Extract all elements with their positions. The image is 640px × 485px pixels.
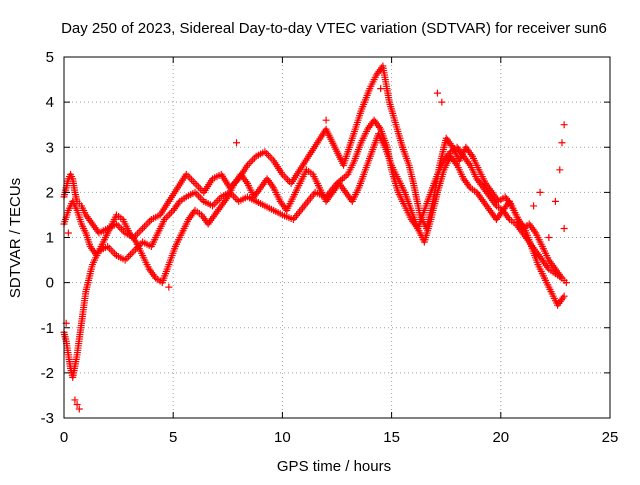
data-point <box>193 181 201 189</box>
data-point <box>144 219 152 227</box>
data-point <box>551 197 559 205</box>
chart-title: Day 250 of 2023, Sidereal Day-to-day VTE… <box>61 20 607 37</box>
data-point <box>196 194 204 202</box>
data-point <box>377 85 385 93</box>
y-tick-label: 1 <box>46 230 54 247</box>
data-point <box>73 400 81 408</box>
data-point <box>433 89 441 97</box>
data-point <box>558 274 566 282</box>
data-point <box>556 166 564 174</box>
data-point <box>263 150 271 158</box>
data-point <box>188 176 196 184</box>
y-tick-label: 5 <box>46 49 54 66</box>
data-point <box>266 153 274 161</box>
data-point <box>249 156 257 164</box>
data-point <box>140 223 148 231</box>
data-point <box>135 228 143 236</box>
data-point <box>137 226 145 234</box>
y-tick-label: -2 <box>41 365 54 382</box>
y-tick-label: -3 <box>41 410 54 427</box>
data-point <box>282 174 290 182</box>
data-point <box>210 200 218 208</box>
y-tick-label: 0 <box>46 275 54 292</box>
data-point <box>558 139 566 147</box>
data-point <box>75 405 83 413</box>
data-point <box>114 222 122 230</box>
data-point <box>64 229 72 237</box>
y-tick-label: -1 <box>41 320 54 337</box>
data-point <box>247 158 255 166</box>
data-point <box>536 188 544 196</box>
data-point <box>165 283 173 291</box>
data-point <box>71 396 79 404</box>
x-tick-label: 20 <box>492 429 509 446</box>
y-tick-label: 4 <box>46 94 54 111</box>
data-point <box>214 196 222 204</box>
x-axis-label: GPS time / hours <box>277 458 391 475</box>
y-tick-label: 2 <box>46 184 54 201</box>
data-point <box>560 224 568 232</box>
data-point <box>284 176 292 184</box>
tick-labels: 0 5 10 15 20 25 -3 -2 -1 0 1 2 3 4 5 <box>41 49 619 446</box>
data-point <box>167 208 175 216</box>
axes <box>63 56 611 419</box>
data-point <box>233 139 241 147</box>
data-point <box>233 196 241 204</box>
data-point <box>139 224 147 232</box>
data-point <box>399 143 407 151</box>
data-point <box>191 179 199 187</box>
data-point <box>438 98 446 106</box>
data-point <box>193 190 201 198</box>
x-tick-label: 10 <box>274 429 291 446</box>
data-point <box>560 292 568 300</box>
data-point <box>196 185 204 193</box>
data-point <box>562 279 570 287</box>
data-point <box>105 244 113 252</box>
x-tick-label: 0 <box>60 429 68 446</box>
x-tick-label: 15 <box>383 429 400 446</box>
data-point <box>123 254 131 262</box>
data-point <box>166 210 174 218</box>
data-point <box>545 234 553 241</box>
data-point <box>109 248 117 256</box>
y-axis-label: SDTVAR / TECUs <box>7 178 24 298</box>
data-point <box>322 116 330 124</box>
data-point <box>530 202 538 210</box>
data-point <box>195 183 203 191</box>
data-point <box>142 221 150 229</box>
data-point <box>118 225 126 233</box>
data-point <box>126 251 134 259</box>
data-point <box>560 121 568 129</box>
data-point <box>128 249 136 257</box>
data-point <box>189 178 197 186</box>
x-tick-label: 25 <box>602 429 619 446</box>
x-tick-label: 5 <box>169 429 177 446</box>
data-points <box>60 62 570 413</box>
data-point <box>164 212 172 220</box>
data-point <box>186 174 194 182</box>
y-tick-label: 3 <box>46 139 54 156</box>
